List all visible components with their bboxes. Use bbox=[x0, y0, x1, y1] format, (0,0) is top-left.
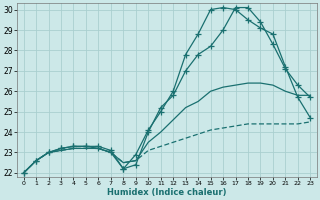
X-axis label: Humidex (Indice chaleur): Humidex (Indice chaleur) bbox=[107, 188, 227, 197]
